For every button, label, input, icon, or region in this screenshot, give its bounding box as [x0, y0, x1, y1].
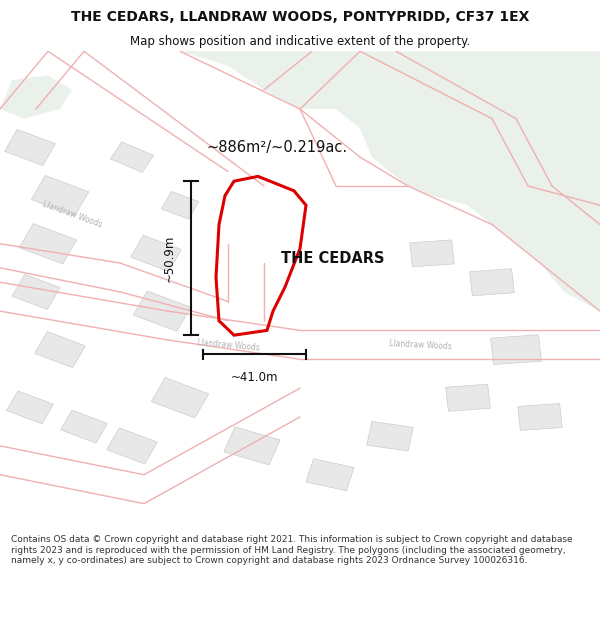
- Polygon shape: [470, 269, 514, 296]
- Polygon shape: [410, 240, 454, 267]
- Polygon shape: [107, 428, 157, 464]
- Polygon shape: [151, 378, 209, 418]
- Polygon shape: [5, 129, 55, 166]
- Text: ~886m²/~0.219ac.: ~886m²/~0.219ac.: [207, 140, 348, 155]
- Text: Llandraw Woods: Llandraw Woods: [196, 338, 260, 352]
- Text: Map shows position and indicative extent of the property.: Map shows position and indicative extent…: [130, 35, 470, 48]
- Polygon shape: [35, 332, 85, 367]
- Polygon shape: [446, 384, 490, 411]
- Polygon shape: [110, 142, 154, 172]
- Text: ~41.0m: ~41.0m: [230, 371, 278, 384]
- Polygon shape: [0, 75, 72, 119]
- Text: Llandraw Woods: Llandraw Woods: [41, 200, 103, 230]
- Polygon shape: [31, 176, 89, 216]
- Polygon shape: [7, 391, 53, 424]
- Text: ~50.9m: ~50.9m: [163, 234, 176, 282]
- Polygon shape: [518, 404, 562, 431]
- Polygon shape: [491, 335, 541, 364]
- Polygon shape: [61, 410, 107, 443]
- Polygon shape: [367, 421, 413, 451]
- Text: Contains OS data © Crown copyright and database right 2021. This information is : Contains OS data © Crown copyright and d…: [11, 535, 572, 565]
- Polygon shape: [224, 427, 280, 465]
- Polygon shape: [19, 224, 77, 264]
- Polygon shape: [180, 51, 600, 311]
- Polygon shape: [161, 191, 199, 219]
- Polygon shape: [131, 236, 181, 271]
- Text: THE CEDARS, LLANDRAW WOODS, PONTYPRIDD, CF37 1EX: THE CEDARS, LLANDRAW WOODS, PONTYPRIDD, …: [71, 10, 529, 24]
- Text: Llandraw Woods: Llandraw Woods: [388, 339, 452, 351]
- Polygon shape: [133, 291, 191, 331]
- Polygon shape: [306, 459, 354, 491]
- Text: THE CEDARS: THE CEDARS: [281, 251, 385, 266]
- Polygon shape: [12, 274, 60, 309]
